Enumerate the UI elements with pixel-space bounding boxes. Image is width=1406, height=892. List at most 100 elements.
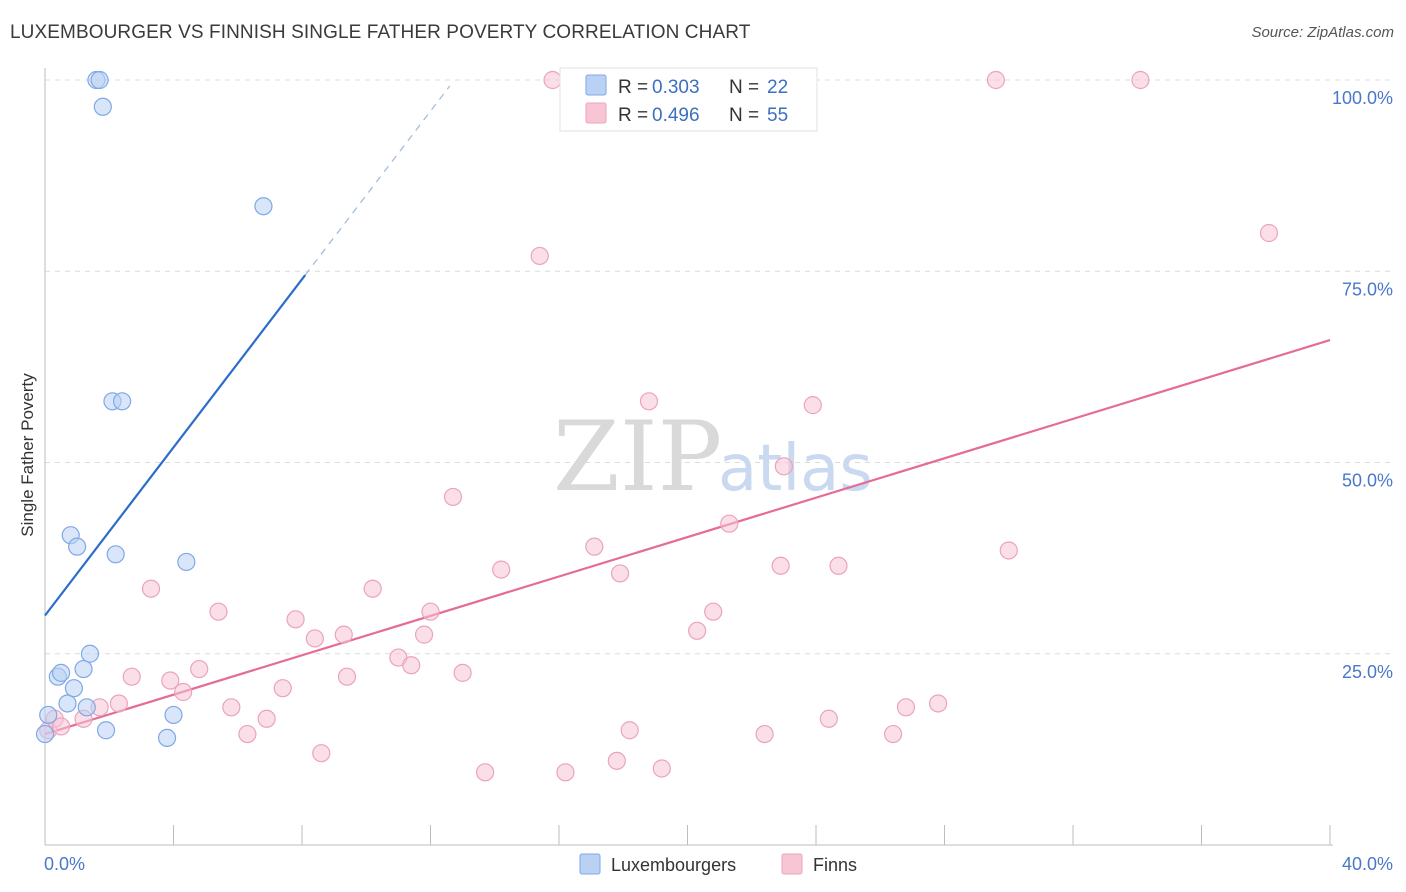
y-axis-title: Single Father Poverty — [18, 373, 37, 537]
data-point-finns-46 — [803, 396, 822, 415]
series-legend-label-finns: Finns — [813, 855, 857, 875]
data-point-finns-13 — [238, 724, 257, 744]
data-point-finns-10 — [190, 659, 209, 679]
data-point-finns-24 — [414, 625, 434, 644]
legend-n-label-2: N = — [729, 105, 759, 126]
data-point-finns-55 — [1259, 223, 1279, 243]
data-point-finns-49 — [883, 724, 903, 744]
data-point-finns-21 — [363, 579, 382, 598]
data-point-luxembourgers-3 — [51, 663, 71, 682]
legend-r-label-1: R = — [618, 77, 648, 98]
trend-lines — [44, 85, 1331, 736]
data-point-luxembourgers-16 — [106, 545, 125, 564]
data-point-finns-31 — [543, 70, 562, 90]
data-point-finns-25 — [421, 602, 440, 621]
data-point-luxembourgers-8 — [74, 659, 93, 679]
legend-r-value-1: 0.303 — [652, 77, 700, 98]
watermark: ZIP atlas — [553, 401, 873, 513]
data-point-luxembourgers-13 — [93, 97, 112, 116]
y-tick-label-100: 100.0% — [1332, 88, 1393, 108]
data-point-finns-50 — [896, 698, 916, 717]
data-point-finns-47 — [819, 709, 838, 728]
data-point-finns-20 — [337, 667, 357, 686]
trend-line-finns — [44, 339, 1331, 736]
legend-r-value-2: 0.496 — [652, 105, 700, 126]
data-point-finns-53 — [999, 541, 1018, 560]
data-point-luxembourgers-9 — [77, 698, 96, 717]
data-point-finns-18 — [312, 744, 331, 763]
data-point-luxembourgers-20 — [177, 552, 196, 572]
legend-swatch-finns — [585, 102, 607, 124]
data-point-luxembourgers-14 — [96, 721, 116, 740]
data-point-luxembourgers-6 — [64, 679, 84, 698]
series-legend-swatch-finns — [781, 853, 803, 875]
series-legend: Luxembourgers Finns — [579, 853, 857, 875]
data-point-luxembourgers-18 — [157, 728, 177, 748]
y-tick-labels: 25.0% 50.0% 75.0% 100.0% — [1332, 88, 1393, 682]
data-point-finns-52 — [986, 70, 1006, 90]
data-point-finns-48 — [829, 556, 848, 575]
data-point-finns-32 — [556, 763, 575, 782]
data-point-finns-37 — [639, 392, 659, 411]
data-point-luxembourgers-4 — [58, 694, 77, 713]
data-point-finns-44 — [771, 556, 790, 575]
data-point-finns-8 — [161, 671, 180, 690]
data-point-finns-28 — [476, 763, 495, 782]
watermark-zip-text: ZIP — [553, 401, 722, 513]
data-point-finns-41 — [720, 514, 739, 533]
data-point-finns-45 — [774, 457, 793, 476]
data-point-luxembourgers-17 — [112, 392, 132, 411]
data-point-finns-7 — [141, 579, 161, 598]
data-point-luxembourgers-10 — [80, 644, 100, 663]
legend-n-value-2: 55 — [767, 105, 788, 126]
data-point-finns-40 — [704, 602, 723, 621]
data-point-finns-6 — [122, 667, 141, 686]
data-point-finns-39 — [688, 621, 707, 640]
data-point-luxembourgers-1 — [39, 705, 58, 725]
data-point-finns-9 — [174, 682, 193, 702]
legend-swatch-luxembourgers — [585, 74, 607, 96]
data-point-finns-12 — [222, 698, 241, 717]
y-tick-label-50: 50.0% — [1342, 471, 1393, 491]
data-point-finns-33 — [585, 537, 604, 556]
legend-r-label-2: R = — [618, 105, 648, 126]
x-tick-label-min: 0.0% — [44, 854, 85, 874]
data-point-finns-54 — [1131, 70, 1150, 90]
correlation-legend: R = 0.303 N = 22 R = 0.496 N = 55 — [559, 67, 818, 132]
data-point-finns-27 — [453, 663, 472, 682]
data-point-finns-23 — [402, 656, 421, 675]
data-point-finns-43 — [755, 724, 774, 744]
data-point-finns-11 — [209, 602, 228, 621]
data-point-finns-36 — [620, 721, 639, 740]
data-point-luxembourgers-12 — [90, 70, 109, 90]
data-point-finns-19 — [334, 625, 353, 644]
data-point-finns-5 — [109, 694, 128, 713]
y-tick-label-25: 25.0% — [1342, 662, 1393, 682]
data-point-finns-51 — [928, 694, 948, 713]
data-point-finns-16 — [286, 610, 305, 629]
chart-title: LUXEMBOURGER VS FINNISH SINGLE FATHER PO… — [10, 22, 751, 43]
trend-line-luxembourgers-extension — [304, 85, 451, 276]
watermark-atlas-text: atlas — [718, 432, 873, 506]
gridlines — [45, 79, 1393, 655]
data-point-finns-15 — [273, 679, 292, 698]
legend-n-value-1: 22 — [767, 77, 788, 98]
data-point-finns-30 — [530, 246, 549, 266]
trend-line-luxembourgers — [44, 274, 307, 617]
y-tick-label-75: 75.0% — [1342, 279, 1393, 299]
data-point-finns-17 — [305, 629, 324, 648]
data-point-finns-38 — [652, 759, 671, 778]
legend-n-label-1: N = — [729, 77, 759, 98]
data-point-finns-2 — [51, 717, 71, 736]
series-legend-swatch-luxembourgers — [579, 853, 601, 875]
data-point-finns-14 — [257, 709, 276, 728]
data-points — [35, 70, 1279, 782]
axes — [44, 68, 1333, 846]
x-tick-label-max: 40.0% — [1342, 854, 1393, 874]
data-point-finns-35 — [610, 564, 630, 583]
data-point-luxembourgers-19 — [164, 705, 183, 725]
data-point-luxembourgers-21 — [254, 197, 273, 216]
data-point-finns-26 — [443, 487, 463, 507]
series-legend-label-luxembourgers: Luxembourgers — [611, 855, 736, 875]
